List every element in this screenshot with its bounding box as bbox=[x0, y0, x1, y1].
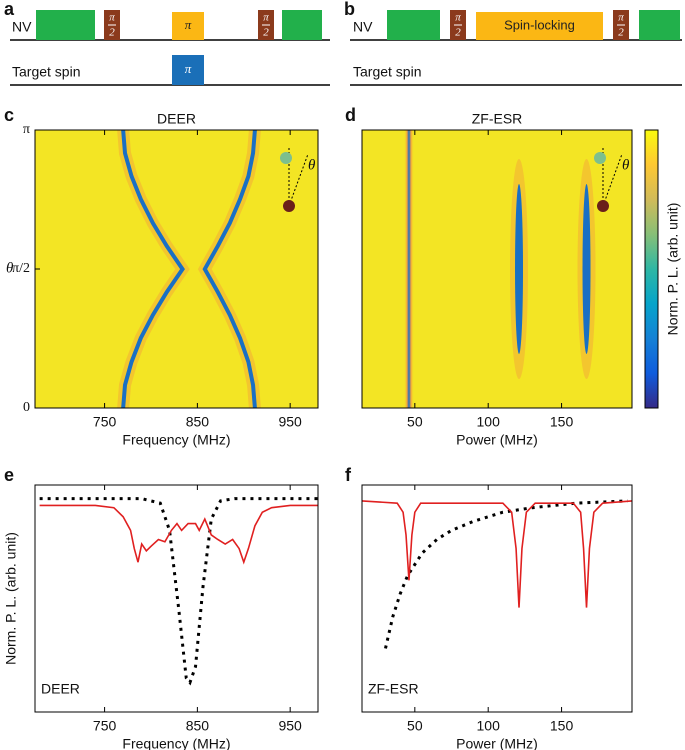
x-tick-label: 150 bbox=[550, 414, 574, 430]
colorbar-label: Norm. P. L. (arb. unit) bbox=[665, 203, 681, 336]
resonance-curve bbox=[121, 129, 185, 409]
pulse-label-den: 2 bbox=[109, 27, 115, 39]
x-tick-label: 150 bbox=[550, 718, 574, 734]
pulse-label: Spin-locking bbox=[504, 17, 575, 32]
inset-axis bbox=[288, 153, 309, 207]
channel-label: NV bbox=[12, 19, 32, 35]
y-axis-label: Norm. P. L. (arb. unit) bbox=[3, 532, 19, 665]
annotation: ZF-ESR bbox=[368, 681, 419, 697]
inset-spin bbox=[594, 152, 606, 164]
panel-letter: d bbox=[345, 105, 356, 125]
resonance-stripe bbox=[515, 184, 524, 354]
colorbar bbox=[644, 129, 659, 409]
pulse bbox=[172, 55, 204, 85]
x-tick-label: 50 bbox=[407, 718, 423, 734]
y-axis-label: θ bbox=[6, 260, 14, 276]
pulse-label-num: π bbox=[618, 12, 624, 24]
inset-spin bbox=[283, 200, 295, 212]
inset-spin bbox=[280, 152, 292, 164]
pulse-label-num: π bbox=[109, 12, 115, 24]
data-line bbox=[384, 499, 628, 649]
x-axis-label: Power (MHz) bbox=[456, 432, 538, 448]
pulse bbox=[387, 10, 440, 40]
channel-label: NV bbox=[353, 19, 373, 35]
plot-frame bbox=[361, 129, 633, 409]
pulse-label-den: 2 bbox=[455, 27, 461, 39]
inset-label: θ bbox=[622, 157, 630, 173]
pulse-label: π bbox=[185, 17, 192, 32]
y-tick-label: 0 bbox=[23, 400, 30, 415]
panel-letter: e bbox=[4, 465, 14, 485]
pulse-label-num: π bbox=[455, 12, 461, 24]
panel-letter: f bbox=[345, 465, 352, 485]
pulse-label-den: 2 bbox=[618, 27, 624, 39]
x-tick-label: 100 bbox=[477, 414, 501, 430]
pulse-label: π bbox=[185, 61, 192, 76]
pulse bbox=[36, 10, 95, 40]
panel-letter: c bbox=[4, 105, 14, 125]
inset-label: θ bbox=[308, 157, 316, 173]
resonance-stripe bbox=[582, 184, 591, 354]
x-axis-label: Power (MHz) bbox=[456, 736, 538, 750]
resonance-curve bbox=[202, 129, 257, 409]
panel-letter: b bbox=[344, 0, 355, 19]
heatmap-background bbox=[35, 130, 318, 408]
channel-label: Target spin bbox=[353, 64, 421, 80]
x-tick-label: 50 bbox=[407, 414, 423, 430]
pulse bbox=[282, 10, 322, 40]
inset-axis bbox=[602, 153, 623, 207]
data-line bbox=[39, 497, 318, 686]
inset-spin bbox=[597, 200, 609, 212]
data-line bbox=[361, 500, 633, 608]
x-tick-label: 950 bbox=[278, 414, 302, 430]
y-tick-label: π bbox=[23, 122, 30, 137]
y-tick-label: π/2 bbox=[12, 261, 30, 276]
x-tick-label: 750 bbox=[93, 718, 117, 734]
x-tick-label: 850 bbox=[186, 718, 210, 734]
x-tick-label: 100 bbox=[477, 718, 501, 734]
pulse bbox=[172, 12, 204, 40]
channel-label: Target spin bbox=[12, 64, 80, 80]
data-line bbox=[39, 504, 318, 565]
plot-frame bbox=[361, 484, 633, 713]
resonance-stripe bbox=[403, 130, 414, 408]
annotation: DEER bbox=[41, 681, 80, 697]
plot-frame bbox=[34, 484, 319, 713]
plot-frame bbox=[34, 129, 319, 409]
pulse bbox=[639, 10, 680, 40]
panel-letter: a bbox=[4, 0, 15, 19]
x-tick-label: 850 bbox=[186, 414, 210, 430]
pulse bbox=[476, 12, 603, 40]
pulse-label-den: 2 bbox=[263, 27, 269, 39]
x-tick-label: 750 bbox=[93, 414, 117, 430]
chart-title: DEER bbox=[157, 111, 196, 127]
chart-title: ZF-ESR bbox=[472, 111, 523, 127]
x-tick-label: 950 bbox=[278, 718, 302, 734]
x-axis-label: Frequency (MHz) bbox=[122, 432, 230, 448]
x-axis-label: Frequency (MHz) bbox=[122, 736, 230, 750]
pulse-label-num: π bbox=[263, 12, 269, 24]
